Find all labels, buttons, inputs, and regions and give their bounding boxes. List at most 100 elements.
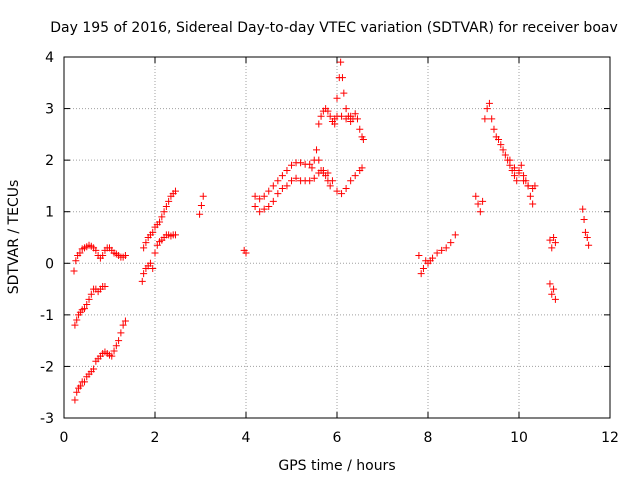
- data-point: [483, 105, 491, 113]
- data-point: [419, 264, 427, 272]
- data-point: [417, 270, 425, 278]
- data-point: [347, 177, 355, 185]
- data-point: [162, 203, 170, 211]
- data-point: [288, 177, 295, 185]
- data-point: [433, 249, 441, 257]
- data-point: [551, 239, 559, 247]
- data-point: [85, 295, 93, 303]
- data-point: [438, 246, 446, 254]
- data-point: [101, 282, 109, 290]
- y-tick-label: -3: [40, 411, 54, 427]
- data-point: [495, 136, 503, 144]
- data-point: [585, 241, 593, 249]
- data-point: [499, 146, 507, 154]
- data-point: [550, 234, 558, 241]
- data-point: [87, 290, 95, 298]
- data-point: [251, 192, 259, 200]
- data-point: [490, 125, 498, 133]
- data-point: [149, 228, 157, 236]
- data-point: [158, 213, 166, 221]
- data-point: [546, 236, 554, 244]
- data-point: [501, 151, 509, 159]
- data-point: [197, 202, 205, 210]
- data-point: [546, 280, 554, 288]
- data-point: [580, 215, 588, 223]
- data-point: [551, 295, 559, 303]
- data-point: [71, 396, 79, 404]
- data-point: [92, 246, 100, 254]
- data-point: [73, 388, 81, 396]
- data-point: [529, 200, 537, 208]
- data-point: [548, 244, 556, 252]
- data-point: [199, 192, 207, 200]
- data-point: [260, 192, 268, 200]
- data-point: [121, 317, 129, 325]
- x-tick-label: 12: [601, 430, 619, 446]
- data-point: [317, 112, 325, 120]
- data-point: [497, 141, 505, 149]
- data-point: [269, 182, 277, 190]
- data-point: [351, 172, 359, 180]
- data-point: [110, 347, 118, 355]
- data-point: [442, 244, 450, 252]
- data-point: [165, 197, 173, 205]
- data-point: [151, 249, 159, 257]
- x-tick-label: 6: [333, 430, 342, 446]
- data-point: [324, 177, 332, 185]
- data-point: [140, 270, 148, 278]
- data-point: [117, 329, 125, 337]
- data-point: [333, 94, 341, 102]
- data-point: [583, 234, 591, 241]
- data-point: [333, 187, 341, 195]
- data-point: [119, 321, 127, 329]
- data-point: [338, 190, 346, 198]
- data-point: [308, 164, 316, 172]
- y-tick-label: 2: [45, 153, 54, 169]
- data-point: [550, 285, 558, 293]
- data-point: [351, 110, 359, 118]
- x-tick-label: 0: [60, 430, 69, 446]
- data-point: [115, 337, 123, 345]
- data-point: [359, 136, 367, 144]
- data-point: [71, 321, 79, 329]
- data-point: [306, 160, 314, 168]
- data-point: [526, 192, 534, 200]
- data-point: [306, 177, 314, 185]
- data-point: [156, 218, 164, 226]
- data-point: [337, 58, 345, 66]
- data-point: [313, 146, 321, 154]
- data-point: [297, 159, 305, 167]
- y-tick-label: 1: [45, 205, 54, 221]
- data-point: [338, 74, 346, 82]
- data-point: [292, 174, 300, 182]
- y-axis-label: SDTVAR / TECUs: [6, 180, 22, 295]
- data-point: [472, 192, 480, 200]
- data-point: [72, 257, 80, 265]
- data-point: [510, 172, 518, 180]
- data-point: [515, 169, 523, 177]
- data-point: [142, 239, 150, 247]
- data-point: [278, 172, 286, 180]
- data-point: [315, 120, 323, 128]
- data-point: [265, 187, 273, 195]
- data-point: [447, 239, 455, 247]
- y-tick-label: -2: [40, 359, 54, 375]
- data-point: [171, 187, 179, 195]
- data-point: [274, 177, 282, 185]
- data-point: [474, 200, 482, 208]
- data-point: [265, 203, 273, 211]
- x-tick-label: 10: [510, 430, 528, 446]
- data-point: [342, 115, 350, 123]
- data-point: [112, 342, 120, 350]
- data-point: [579, 205, 587, 213]
- data-point: [283, 182, 291, 190]
- x-tick-label: 8: [424, 430, 433, 446]
- data-point: [251, 203, 259, 211]
- data-point: [160, 208, 168, 216]
- x-tick-label: 2: [151, 430, 160, 446]
- data-point: [121, 252, 129, 260]
- data-point: [149, 264, 157, 272]
- data-point: [196, 210, 204, 218]
- data-point: [322, 172, 330, 180]
